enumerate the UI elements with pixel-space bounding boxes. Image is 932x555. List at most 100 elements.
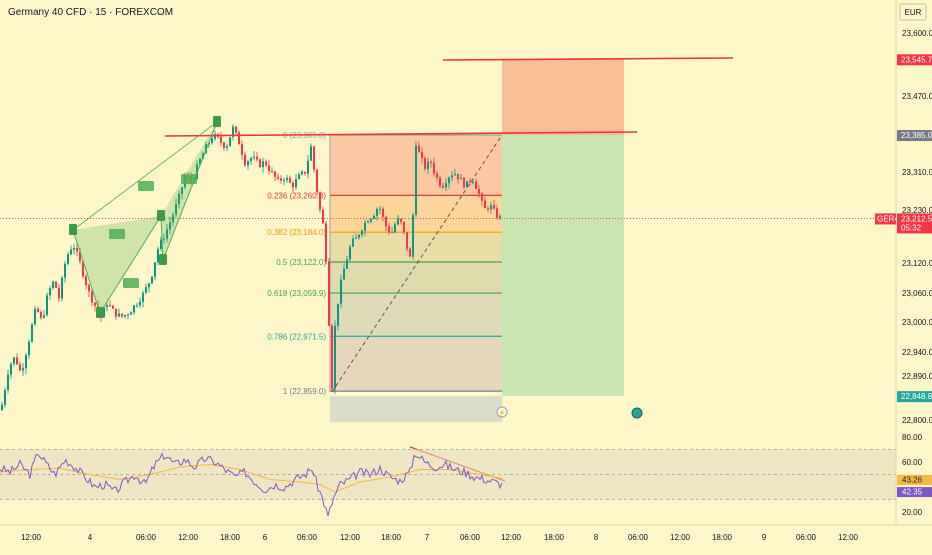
price-axis[interactable]: 23,600.0 23,470.0 23,310.0 23,230.0 23,120.0… — [875, 29, 932, 425]
candle-body — [322, 209, 324, 224]
harmonic-point-badge[interactable] — [213, 116, 221, 127]
price-tick-label: 23,600.0 — [902, 29, 932, 38]
candle-body — [157, 248, 159, 263]
current-price-label[interactable] — [897, 213, 932, 234]
rsi-ma-value-label[interactable] — [897, 474, 932, 485]
take-profit-zone[interactable] — [502, 135, 624, 397]
candle-body — [499, 215, 501, 218]
harmonic-pattern[interactable] — [69, 116, 221, 318]
lightning-icon-ring — [496, 406, 508, 418]
rsi-panel — [0, 449, 896, 516]
resistance-line[interactable] — [164, 131, 638, 137]
candle-body — [343, 268, 345, 280]
candle-body — [34, 308, 36, 325]
candle-body — [448, 177, 450, 184]
candle-body — [94, 302, 96, 306]
candle-body — [427, 161, 429, 169]
candle-body — [268, 165, 270, 172]
rsi-axis[interactable]: 80.00 60.00 20.00 43.26 42.35 — [897, 433, 932, 517]
candle-body — [175, 204, 177, 215]
time-tick-label: 06:00 — [297, 533, 318, 542]
candle-body — [211, 138, 213, 143]
candle-body — [106, 305, 108, 308]
harmonic-point-badge[interactable] — [69, 224, 77, 235]
bottom-price-label[interactable] — [897, 391, 932, 403]
candle-body — [271, 171, 273, 173]
harmonic-ratio-badge[interactable] — [123, 278, 139, 288]
candle-body — [64, 263, 66, 278]
rsi-ma-value-text: 43.26 — [902, 475, 923, 484]
fib-band — [330, 336, 502, 392]
candle-body — [55, 281, 57, 288]
candle-body — [232, 126, 234, 138]
candle-body — [316, 169, 318, 193]
candle-body — [70, 249, 72, 255]
time-tick-label: 18:00 — [381, 533, 402, 542]
candle-body — [280, 178, 282, 181]
candle-body — [340, 279, 342, 304]
candle-body — [496, 208, 498, 218]
currency-button[interactable]: EUR — [899, 3, 927, 21]
stop-loss-zone[interactable] — [502, 59, 624, 135]
symbol-tag[interactable] — [875, 213, 896, 225]
candle-body — [478, 188, 480, 194]
candle-body — [451, 175, 453, 178]
candle-body — [247, 161, 249, 166]
harmonic-ratio-badge[interactable] — [181, 174, 197, 184]
candle-body — [118, 313, 120, 317]
candle-body — [352, 238, 354, 247]
fib-trend-line[interactable] — [331, 134, 503, 393]
time-tick-label: 12:00 — [838, 533, 859, 542]
candle-body — [493, 205, 495, 209]
candle-body — [262, 161, 264, 168]
candle-body — [277, 176, 279, 179]
candle-body — [220, 136, 222, 143]
harmonic-point-badge[interactable] — [159, 254, 167, 265]
time-axis[interactable]: 12:00 4 06:00 12:00 18:00 6 06:00 12:00 18:00 7 06… — [21, 533, 859, 542]
bottom-price-label-text: 22,848.8 — [901, 392, 932, 401]
candle-body — [466, 181, 468, 188]
target-price-label[interactable] — [897, 54, 932, 66]
time-tick-label: 8 — [594, 533, 599, 542]
candle-body — [292, 182, 294, 188]
level-price-label[interactable] — [897, 130, 932, 141]
candle-body — [367, 221, 369, 223]
candle-body — [43, 315, 45, 318]
lightning-icon[interactable]: ⚡ — [496, 406, 508, 418]
candle-body — [49, 288, 51, 296]
harmonic-point-badge[interactable] — [96, 307, 104, 318]
candle-body — [154, 262, 156, 277]
rsi-value-label[interactable] — [897, 487, 932, 498]
harmonic-ratio-badge[interactable] — [138, 181, 154, 191]
candle-body — [169, 222, 171, 230]
candle-body — [307, 160, 309, 174]
candle-body — [295, 179, 297, 188]
stop-target-line[interactable] — [442, 57, 734, 61]
candle-body — [196, 164, 198, 180]
harmonic-ratio-badge[interactable] — [109, 229, 125, 239]
candle-body — [394, 224, 396, 232]
price-tick-label: 22,940.0 — [902, 348, 932, 357]
candle-body — [163, 238, 165, 240]
candle-body — [301, 171, 303, 175]
time-tick-label: 12:00 — [21, 533, 42, 542]
currency-button-frame — [899, 3, 927, 21]
candle-body — [136, 305, 138, 307]
candle-body — [385, 216, 387, 227]
candle-body — [31, 324, 33, 342]
harmonic-point-badge[interactable] — [157, 210, 165, 221]
level-price-label-text: 23,385.0 — [901, 131, 932, 140]
candle-body — [439, 177, 441, 186]
rsi-value-text: 42.35 — [902, 488, 923, 497]
candle-body — [199, 158, 201, 165]
candle-body — [460, 177, 462, 180]
candle-body — [445, 183, 447, 188]
current-price-label-text: 23,212.5 — [901, 214, 932, 223]
price-axis-bg — [896, 0, 932, 550]
event-dot-icon[interactable] — [631, 407, 643, 419]
candle-body — [160, 239, 162, 249]
candle-body — [109, 305, 111, 307]
fib-level-label: 0.382 (23,184.0) — [267, 228, 326, 237]
